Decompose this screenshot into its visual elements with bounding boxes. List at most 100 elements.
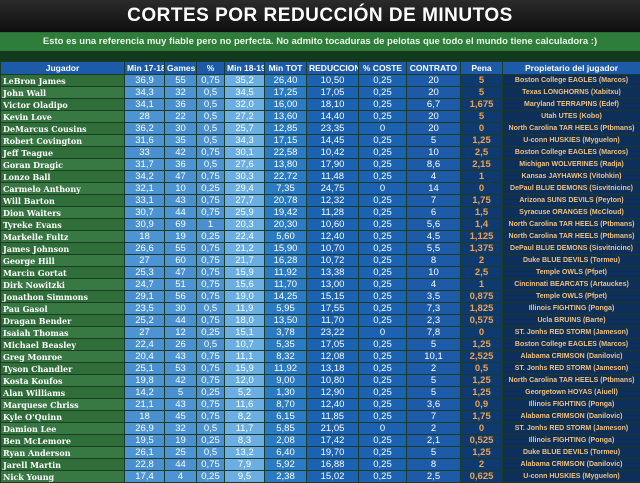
cell-red[interactable]: 21,05	[307, 423, 359, 435]
cell-tot[interactable]: 20,78	[265, 195, 307, 207]
cell-g[interactable]: 47	[165, 267, 197, 279]
cell-m17[interactable]: 24,7	[125, 279, 165, 291]
cell-red[interactable]: 11,28	[307, 207, 359, 219]
cell-con[interactable]: 20	[407, 111, 461, 123]
cell-tot[interactable]: 6,40	[265, 447, 307, 459]
cell-pct[interactable]: 0,75	[197, 459, 225, 471]
cell-m17[interactable]: 25,2	[125, 315, 165, 327]
cell-m17[interactable]: 30,7	[125, 207, 165, 219]
cell-red[interactable]: 17,05	[307, 87, 359, 99]
cell-pena[interactable]: 2,5	[461, 147, 503, 159]
cell-pena[interactable]: 1,675	[461, 99, 503, 111]
cell-m17[interactable]: 20,4	[125, 351, 165, 363]
cell-pena[interactable]: 1,4	[461, 219, 503, 231]
cell-g[interactable]: 56	[165, 291, 197, 303]
cell-red[interactable]: 12,32	[307, 195, 359, 207]
cell-g[interactable]: 36	[165, 159, 197, 171]
cell-pct[interactable]: 0,75	[197, 195, 225, 207]
cell-pcost[interactable]: 0,25	[359, 339, 407, 351]
cell-m17[interactable]: 22,4	[125, 339, 165, 351]
cell-m17[interactable]: 33	[125, 147, 165, 159]
cell-con[interactable]: 5	[407, 375, 461, 387]
cell-name[interactable]: Nick Young	[1, 471, 125, 483]
cell-tot[interactable]: 2,38	[265, 471, 307, 483]
cell-m17[interactable]: 30,9	[125, 219, 165, 231]
cell-pena[interactable]: 1,25	[461, 447, 503, 459]
cell-pct[interactable]: 0,5	[197, 303, 225, 315]
cell-owner[interactable]: North Carolina TAR HEELS (Ptbmans)	[503, 231, 640, 243]
cell-pcost[interactable]: 0,25	[359, 243, 407, 255]
cell-m18[interactable]: 18,0	[225, 315, 265, 327]
cell-name[interactable]: Michael Beasley	[1, 339, 125, 351]
cell-m18[interactable]: 5,2	[225, 387, 265, 399]
cell-g[interactable]: 55	[165, 75, 197, 87]
cell-pcost[interactable]: 0,25	[359, 303, 407, 315]
cell-pct[interactable]: 0,75	[197, 243, 225, 255]
cell-red[interactable]: 24,75	[307, 183, 359, 195]
cell-m17[interactable]: 29,1	[125, 291, 165, 303]
cell-owner[interactable]: Boston College EAGLES (Marcos)	[503, 75, 640, 87]
cell-name[interactable]: Tyreke Evans	[1, 219, 125, 231]
column-header-tot[interactable]: Min TOT	[265, 62, 307, 75]
cell-pena[interactable]: 2	[461, 459, 503, 471]
column-header-owner[interactable]: Propietario del jugador	[503, 62, 640, 75]
cell-owner[interactable]: Georgetown HOYAS (Aiuell)	[503, 387, 640, 399]
cell-owner[interactable]: Illinois FIGHTING (Ponga)	[503, 435, 640, 447]
cell-red[interactable]: 16,88	[307, 459, 359, 471]
cell-name[interactable]: Pau Gasol	[1, 303, 125, 315]
cell-m18[interactable]: 9,5	[225, 471, 265, 483]
cell-pena[interactable]: 2,15	[461, 159, 503, 171]
cell-red[interactable]: 12,40	[307, 399, 359, 411]
cell-pena[interactable]: 0,625	[461, 471, 503, 483]
cell-tot[interactable]: 19,42	[265, 207, 307, 219]
cell-pct[interactable]: 0,75	[197, 399, 225, 411]
cell-g[interactable]: 51	[165, 279, 197, 291]
cell-m18[interactable]: 13,2	[225, 447, 265, 459]
cell-g[interactable]: 5	[165, 387, 197, 399]
cell-m17[interactable]: 28	[125, 111, 165, 123]
cell-pct[interactable]: 0,5	[197, 135, 225, 147]
cell-pct[interactable]: 0,25	[197, 327, 225, 339]
cell-pct[interactable]: 0,75	[197, 255, 225, 267]
cell-tot[interactable]: 15,90	[265, 243, 307, 255]
cell-owner[interactable]: Maryland TERRAPINS (Edef)	[503, 99, 640, 111]
cell-g[interactable]: 19	[165, 435, 197, 447]
cell-red[interactable]: 13,38	[307, 267, 359, 279]
cell-pena[interactable]: 0	[461, 123, 503, 135]
cell-red[interactable]: 19,70	[307, 447, 359, 459]
cell-tot[interactable]: 5,60	[265, 231, 307, 243]
cell-con[interactable]: 2,1	[407, 435, 461, 447]
cell-m17[interactable]: 32,1	[125, 183, 165, 195]
cell-m18[interactable]: 7,9	[225, 459, 265, 471]
cell-con[interactable]: 4	[407, 279, 461, 291]
cell-con[interactable]: 6	[407, 207, 461, 219]
cell-name[interactable]: Lonzo Ball	[1, 171, 125, 183]
cell-pena[interactable]: 1,375	[461, 243, 503, 255]
cell-tot[interactable]: 8,32	[265, 351, 307, 363]
cell-tot[interactable]: 2,08	[265, 435, 307, 447]
cell-pct[interactable]: 0,75	[197, 351, 225, 363]
cell-con[interactable]: 7	[407, 195, 461, 207]
cell-red[interactable]: 14,45	[307, 135, 359, 147]
column-header-pena[interactable]: Pena	[461, 62, 503, 75]
cell-pct[interactable]: 1	[197, 219, 225, 231]
cell-name[interactable]: DeMarcus Cousins	[1, 123, 125, 135]
cell-pct[interactable]: 0,5	[197, 339, 225, 351]
cell-m17[interactable]: 26,6	[125, 243, 165, 255]
cell-owner[interactable]: U-conn HUSKIES (Myguelon)	[503, 135, 640, 147]
cell-con[interactable]: 10	[407, 267, 461, 279]
cell-m18[interactable]: 27,2	[225, 111, 265, 123]
cell-pct[interactable]: 0,75	[197, 363, 225, 375]
cell-m18[interactable]: 21,7	[225, 255, 265, 267]
cell-pena[interactable]: 5	[461, 111, 503, 123]
cell-tot[interactable]: 9,00	[265, 375, 307, 387]
